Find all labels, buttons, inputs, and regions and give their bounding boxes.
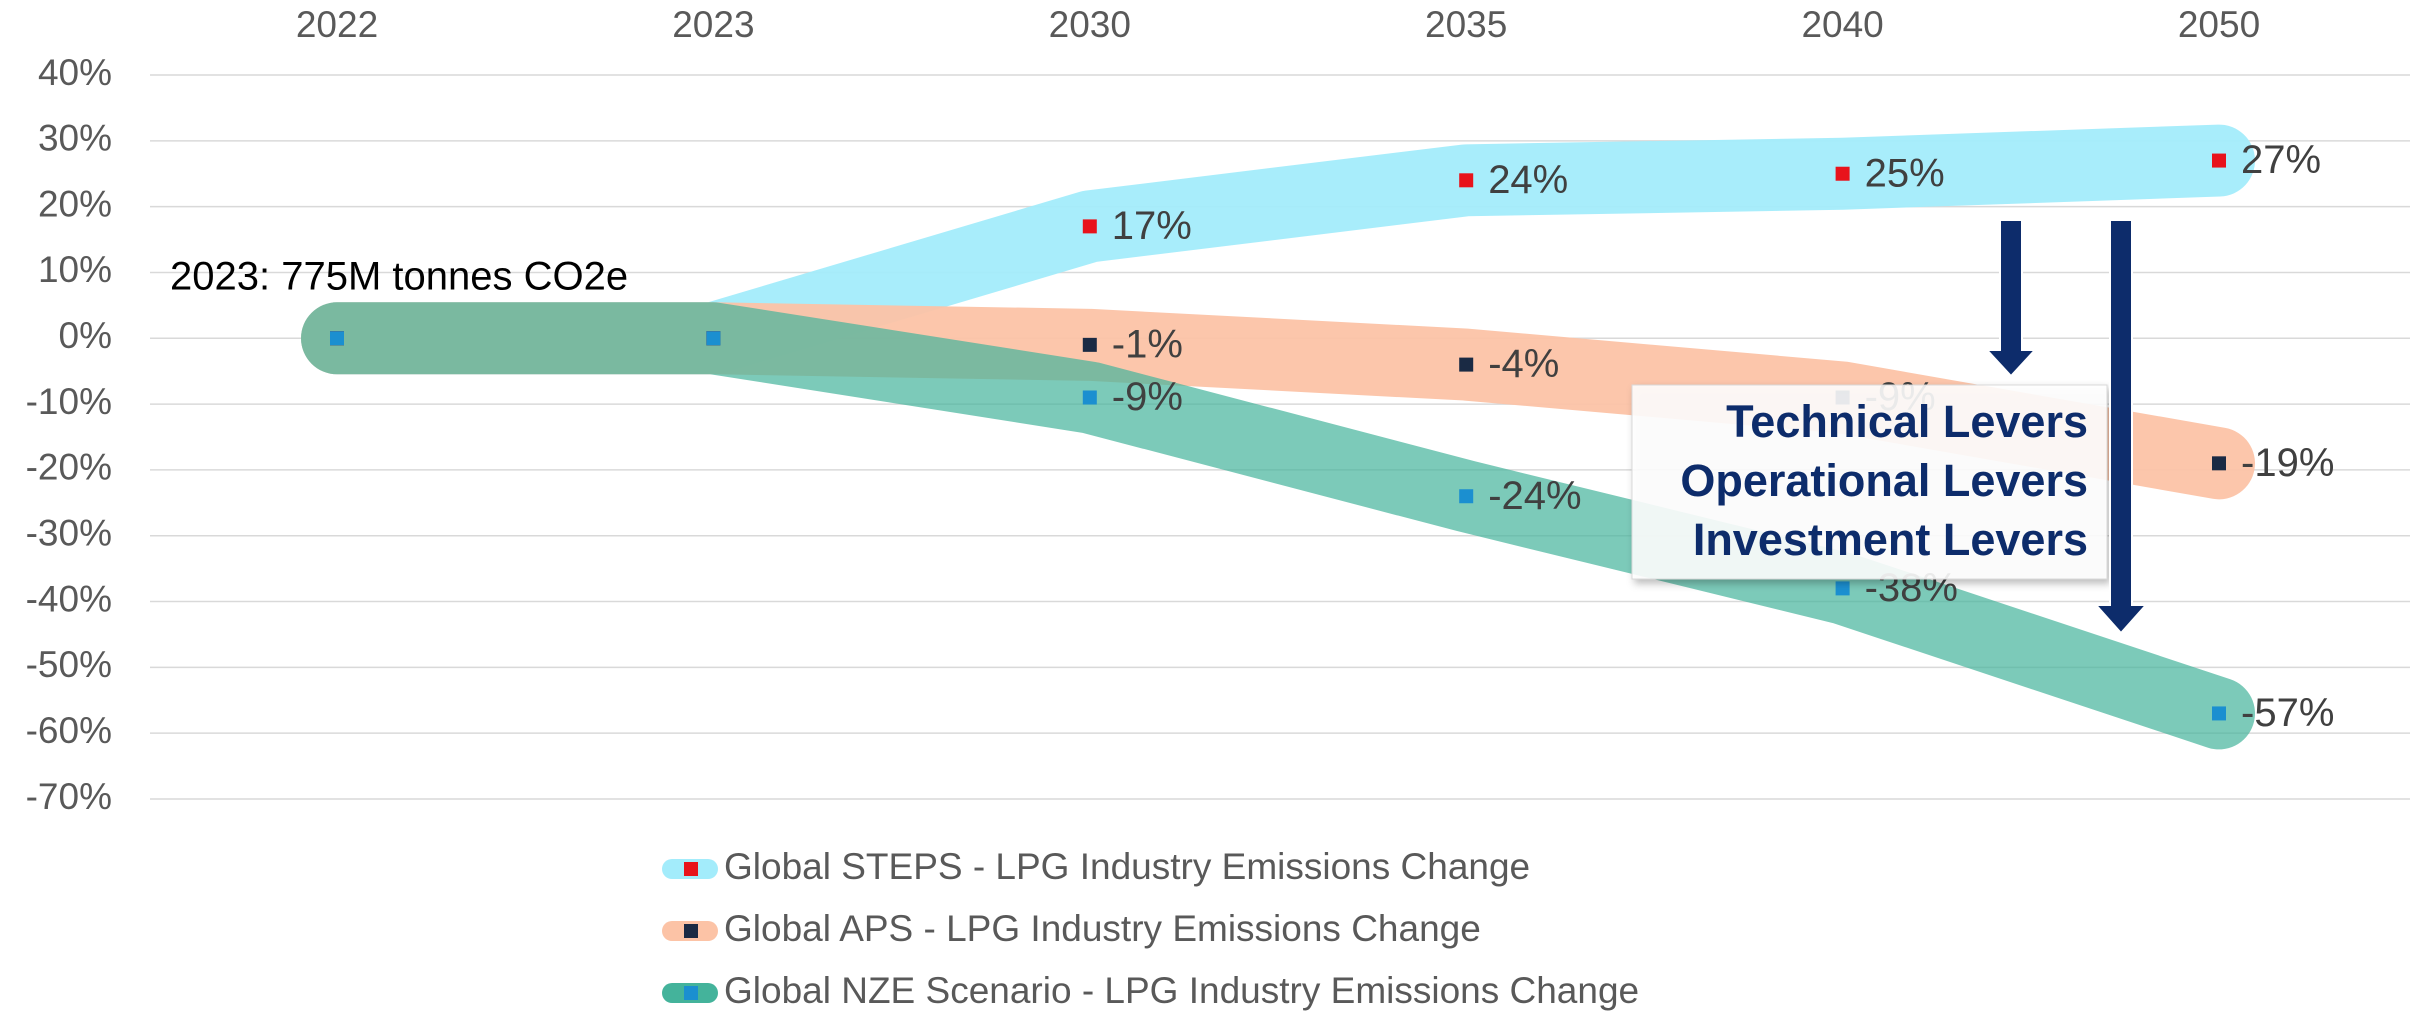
y-tick-label: 40% [38, 52, 112, 93]
legend-label: Global STEPS - LPG Industry Emissions Ch… [724, 846, 1530, 887]
marker [1835, 581, 1850, 596]
y-tick-label: -70% [26, 776, 112, 817]
marker [1082, 390, 1097, 405]
callout-line: Technical Levers [1726, 396, 2088, 447]
marker [1082, 219, 1097, 234]
series-band [301, 302, 2255, 750]
data-label: -1% [1112, 322, 1183, 366]
legend-label: Global APS - LPG Industry Emissions Chan… [724, 908, 1481, 949]
marker [1082, 337, 1097, 352]
data-label: -57% [2241, 691, 2334, 735]
y-tick-label: -40% [26, 578, 112, 619]
x-tick-label: 2022 [296, 4, 378, 45]
y-tick-label: 30% [38, 118, 112, 159]
legend-marker [684, 924, 698, 938]
data-label: -4% [1488, 342, 1559, 386]
arrows [1984, 219, 2149, 635]
x-tick-label: 2040 [1801, 4, 1883, 45]
x-tick-label: 2035 [1425, 4, 1507, 45]
marker [706, 331, 721, 346]
y-tick-label: -60% [26, 710, 112, 751]
y-tick-label: -10% [26, 381, 112, 422]
marker [330, 331, 344, 346]
marker [1459, 357, 1474, 372]
marker [1835, 166, 1850, 181]
marker [2212, 456, 2226, 471]
callout-box [1631, 384, 2108, 580]
arrow [1984, 219, 2038, 378]
marker [2212, 153, 2226, 168]
data-label: -9% [1112, 375, 1183, 419]
data-label: 25% [1865, 151, 1945, 195]
y-tick-label: 20% [38, 183, 112, 224]
y-tick-label: -30% [26, 513, 112, 554]
y-tick-label: 0% [59, 315, 112, 356]
marker [1459, 173, 1474, 188]
x-tick-label: 2030 [1049, 4, 1131, 45]
y-tick-label: -20% [26, 447, 112, 488]
marker [1459, 489, 1474, 504]
arrow [2093, 219, 2149, 635]
data-label: 17% [1112, 204, 1192, 248]
x-tick-label: 2050 [2178, 4, 2260, 45]
callout-line: Investment Levers [1693, 514, 2088, 565]
data-label: 24% [1488, 158, 1568, 202]
callout-line: Operational Levers [1680, 455, 2088, 506]
y-tick-label: -50% [26, 644, 112, 685]
legend-marker [684, 862, 698, 876]
data-label: -24% [1488, 474, 1581, 518]
marker [2212, 706, 2226, 721]
y-tick-label: 10% [38, 249, 112, 290]
data-label: -19% [2241, 441, 2334, 485]
legend-marker [684, 986, 698, 1000]
legend-label: Global NZE Scenario - LPG Industry Emiss… [724, 970, 1639, 1011]
data-label: 27% [2241, 138, 2321, 182]
annotation: 2023: 775M tonnes CO2e [170, 255, 628, 299]
x-tick-label: 2023 [672, 4, 754, 45]
